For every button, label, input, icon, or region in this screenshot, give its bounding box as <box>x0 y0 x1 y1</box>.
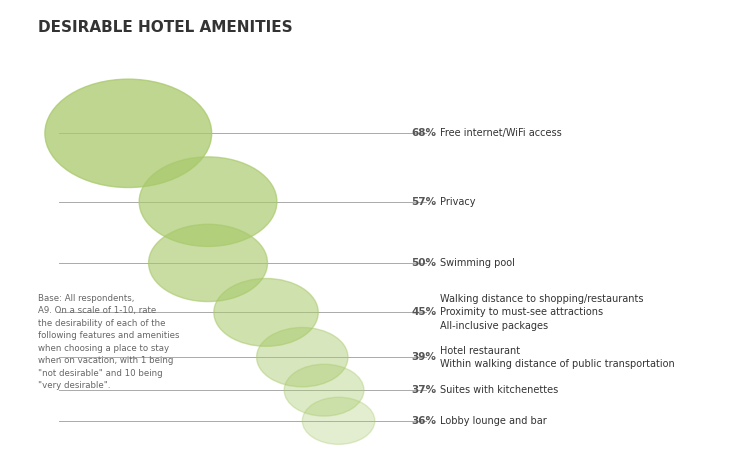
Text: 68%: 68% <box>411 128 436 138</box>
Circle shape <box>139 157 277 246</box>
Text: DESIRABLE HOTEL AMENITIES: DESIRABLE HOTEL AMENITIES <box>38 20 293 35</box>
Circle shape <box>214 278 318 346</box>
Circle shape <box>284 364 364 416</box>
Text: Suites with kitchenettes: Suites with kitchenettes <box>440 385 559 395</box>
Text: 45%: 45% <box>411 308 436 318</box>
Text: Hotel restaurant: Hotel restaurant <box>440 346 520 356</box>
Circle shape <box>302 397 375 444</box>
Text: All-inclusive packages: All-inclusive packages <box>440 320 548 330</box>
Text: Walking distance to shopping/restaurants: Walking distance to shopping/restaurants <box>440 294 643 304</box>
Circle shape <box>45 79 212 188</box>
Text: 50%: 50% <box>411 258 436 268</box>
Text: Base: All respondents,
A9. On a scale of 1-10, rate
the desirability of each of : Base: All respondents, A9. On a scale of… <box>38 293 179 390</box>
Text: 37%: 37% <box>411 385 436 395</box>
Text: 36%: 36% <box>411 416 436 426</box>
Text: Lobby lounge and bar: Lobby lounge and bar <box>440 416 547 426</box>
Text: Free internet/WiFi access: Free internet/WiFi access <box>440 128 562 138</box>
Text: 57%: 57% <box>411 197 436 207</box>
Circle shape <box>256 328 348 387</box>
Text: Privacy: Privacy <box>440 197 475 207</box>
Text: Within walking distance of public transportation: Within walking distance of public transp… <box>440 359 675 369</box>
Text: Proximity to must-see attractions: Proximity to must-see attractions <box>440 308 603 318</box>
Text: 39%: 39% <box>411 352 436 362</box>
Text: Swimming pool: Swimming pool <box>440 258 515 268</box>
Circle shape <box>149 224 268 301</box>
